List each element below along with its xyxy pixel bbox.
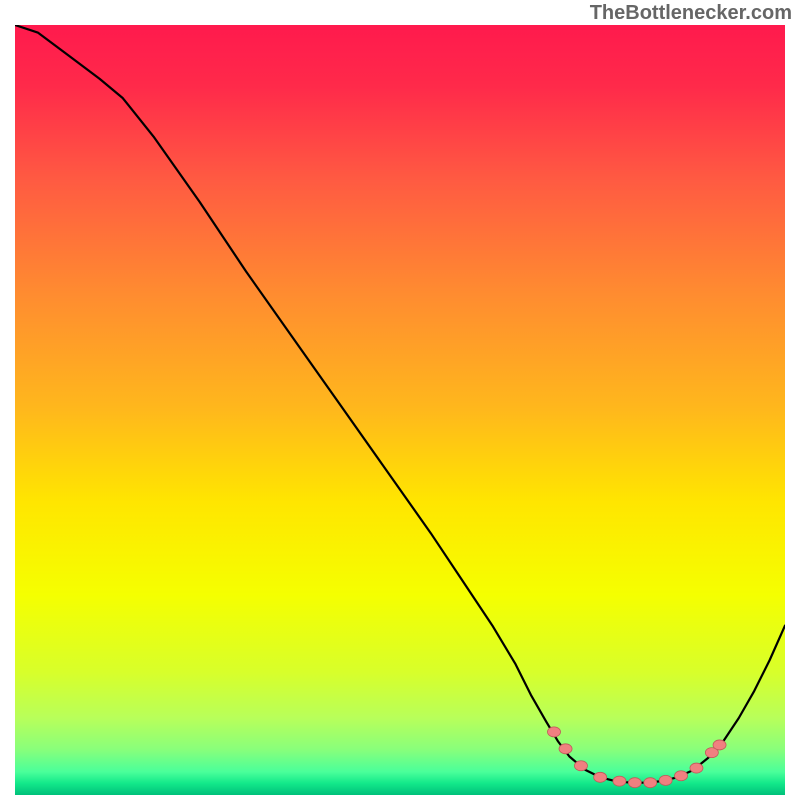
- chart-container: TheBottlenecker.com: [0, 0, 800, 800]
- marker-dot: [594, 772, 607, 782]
- marker-dot: [690, 763, 703, 773]
- curve-layer: [15, 25, 785, 795]
- attribution-text: TheBottlenecker.com: [590, 2, 792, 25]
- marker-dot: [644, 778, 657, 788]
- marker-dot: [574, 761, 587, 771]
- marker-dot: [659, 775, 672, 785]
- marker-dot: [675, 771, 688, 781]
- marker-dot: [713, 740, 726, 750]
- marker-dot: [613, 776, 626, 786]
- marker-dot: [559, 744, 572, 754]
- curve-line: [15, 25, 785, 783]
- marker-dot: [628, 778, 641, 788]
- chart-area: [15, 25, 785, 795]
- curve-markers: [548, 727, 727, 788]
- marker-dot: [548, 727, 561, 737]
